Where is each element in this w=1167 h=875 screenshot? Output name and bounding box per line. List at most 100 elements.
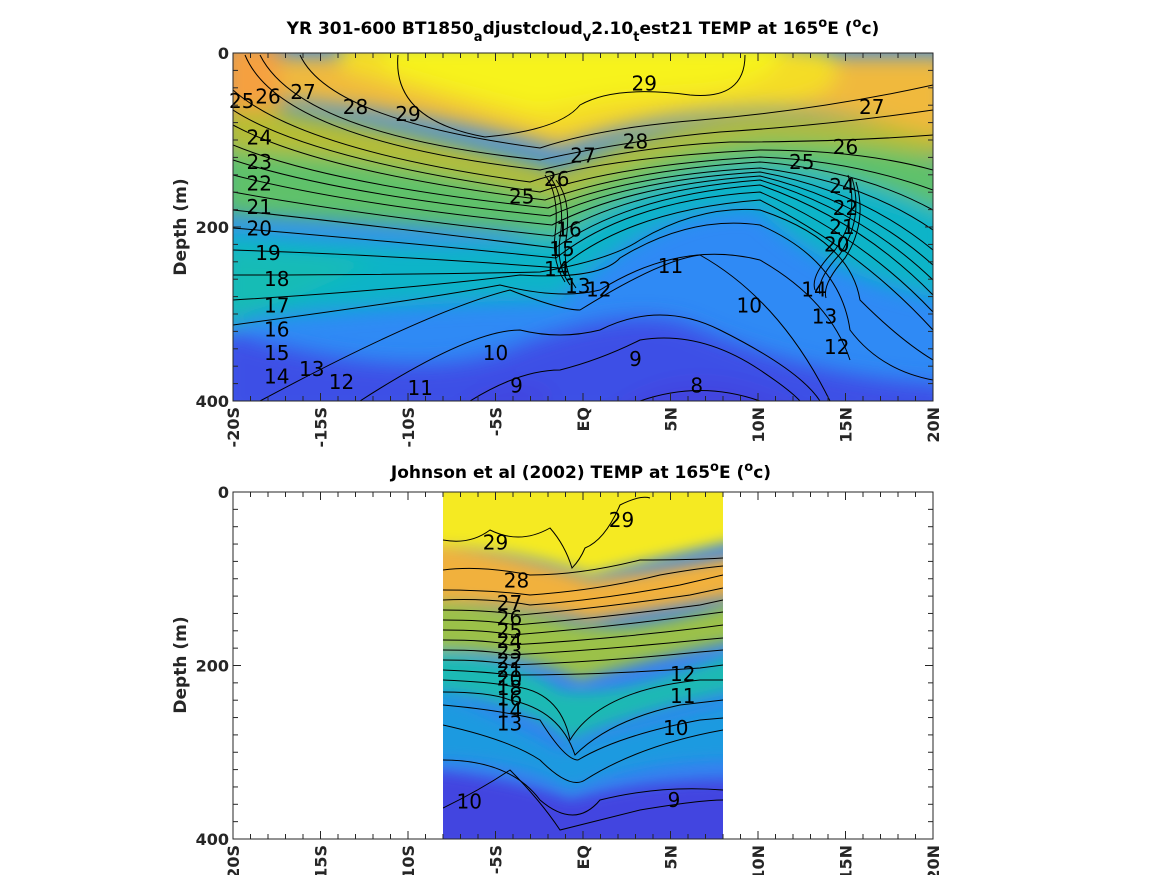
bottom-panel: Johnson et al (2002) TEMP at 165oE (oc) xyxy=(171,460,943,875)
contour-label: 14 xyxy=(497,699,522,723)
bottom-axis-ticks: -20S -15S -10S -5S EQ 5N 10N 15N 20N 0 200 400 xyxy=(196,483,943,875)
contour-label: 28 xyxy=(623,130,648,154)
contour-label: 10 xyxy=(737,293,762,317)
x-tick-label: -5S xyxy=(487,845,506,874)
contour-label: 15 xyxy=(549,237,574,261)
contour-label: 23 xyxy=(247,150,272,174)
contour-label: 12 xyxy=(329,370,354,394)
contour-label: 21 xyxy=(247,195,272,219)
contour-label: 14 xyxy=(544,257,569,281)
contour-label: 22 xyxy=(497,649,522,673)
contour-label: 13 xyxy=(812,305,837,329)
contour-label: 14 xyxy=(264,365,289,389)
x-tick-label: -5S xyxy=(487,407,506,436)
bottom-temperature-field xyxy=(443,492,723,839)
contour-label: 28 xyxy=(504,568,529,592)
contour-label: 17 xyxy=(264,293,289,317)
contour-label: 27 xyxy=(859,95,884,119)
contour-label: 22 xyxy=(247,172,272,196)
contour-label: 23 xyxy=(497,640,522,664)
contour-label: 13 xyxy=(497,712,522,736)
x-tick-label: 10N xyxy=(749,845,768,875)
contour-label: 12 xyxy=(670,662,695,686)
x-tick-label: -20S xyxy=(224,845,243,875)
contour-label: 15 xyxy=(264,341,289,365)
y-tick-label: 200 xyxy=(196,218,229,237)
contour-label: 16 xyxy=(497,686,522,710)
y-tick-label: 200 xyxy=(196,657,229,676)
contour-label: 28 xyxy=(343,95,368,119)
contour-label: 29 xyxy=(609,508,634,532)
x-tick-label: 20N xyxy=(924,845,943,875)
top-axis-ticks: -20S -15S -10S -5S EQ 5N 10N 15N 20N 0 200 400 xyxy=(196,44,943,447)
top-panel: YR 301-600 BT1850adjustcloudv2.10test21 … xyxy=(171,16,943,447)
contour-label: 29 xyxy=(632,71,657,95)
contour-label: 19 xyxy=(255,241,280,265)
contour-label: 25 xyxy=(509,185,534,209)
y-tick-label: 0 xyxy=(218,483,229,502)
contour-label: 9 xyxy=(629,347,642,371)
y-tick-label: 400 xyxy=(196,392,229,411)
x-tick-label: 5N xyxy=(662,407,681,432)
x-tick-label: -10S xyxy=(399,845,418,875)
contour-label: 9 xyxy=(510,373,523,397)
contour-label: 27 xyxy=(290,80,315,104)
bottom-contour-lines xyxy=(443,496,723,831)
contour-label: 27 xyxy=(497,591,522,615)
y-tick-label: 400 xyxy=(196,830,229,849)
top-contour-lines xyxy=(233,54,933,401)
contour-label: 10 xyxy=(457,790,482,814)
x-tick-label: EQ xyxy=(574,845,593,870)
contour-label: 13 xyxy=(299,357,324,381)
x-tick-label: EQ xyxy=(574,407,593,432)
contour-label: 22 xyxy=(833,196,858,220)
x-tick-label: -10S xyxy=(399,407,418,447)
contour-label: 10 xyxy=(663,716,688,740)
contour-label: 13 xyxy=(565,274,590,298)
contour-label: 8 xyxy=(690,373,703,397)
contour-label: 20 xyxy=(824,232,849,256)
x-tick-label: -15S xyxy=(312,407,331,447)
contour-label: 9 xyxy=(668,788,681,812)
contour-label: 12 xyxy=(586,278,611,302)
bottom-title: Johnson et al (2002) TEMP at 165oE (oc) xyxy=(390,460,771,483)
contour-label: 26 xyxy=(544,167,569,191)
y-tick-label: 0 xyxy=(218,44,229,63)
contour-label: 21 xyxy=(829,215,854,239)
contour-label: 20 xyxy=(497,667,522,691)
contour-label: 26 xyxy=(255,85,280,109)
contour-label: 20 xyxy=(247,217,272,241)
x-tick-label: -15S xyxy=(312,845,331,875)
contour-label: 24 xyxy=(829,174,854,198)
top-title: YR 301-600 BT1850adjustcloudv2.10test21 … xyxy=(286,16,880,45)
contour-label: 24 xyxy=(497,629,522,653)
contour-label: 18 xyxy=(264,267,289,291)
contour-label: 29 xyxy=(483,530,508,554)
contour-label: 27 xyxy=(570,144,595,168)
contour-label: 21 xyxy=(497,658,522,682)
contour-label: 16 xyxy=(556,218,581,242)
contour-label: 26 xyxy=(497,606,522,630)
contour-label: 25 xyxy=(497,619,522,643)
top-y-axis-label: Depth (m) xyxy=(171,178,191,275)
contour-label: 11 xyxy=(408,376,433,400)
x-tick-label: 10N xyxy=(749,407,768,443)
x-tick-label: 5N xyxy=(662,845,681,870)
bottom-y-axis-label: Depth (m) xyxy=(171,616,191,713)
contour-label: 25 xyxy=(789,150,814,174)
x-tick-label: 20N xyxy=(924,407,943,443)
contour-label: 18 xyxy=(497,676,522,700)
contour-label: 14 xyxy=(801,278,826,302)
contour-label: 11 xyxy=(658,254,683,278)
contour-label: 10 xyxy=(483,341,508,365)
x-tick-label: 15N xyxy=(837,407,856,443)
x-tick-label: -20S xyxy=(224,407,243,447)
x-tick-label: 15N xyxy=(837,845,856,875)
contour-label: 16 xyxy=(264,318,289,342)
contour-label: 26 xyxy=(833,135,858,159)
contour-label: 29 xyxy=(395,102,420,126)
contour-label: 12 xyxy=(824,335,849,359)
